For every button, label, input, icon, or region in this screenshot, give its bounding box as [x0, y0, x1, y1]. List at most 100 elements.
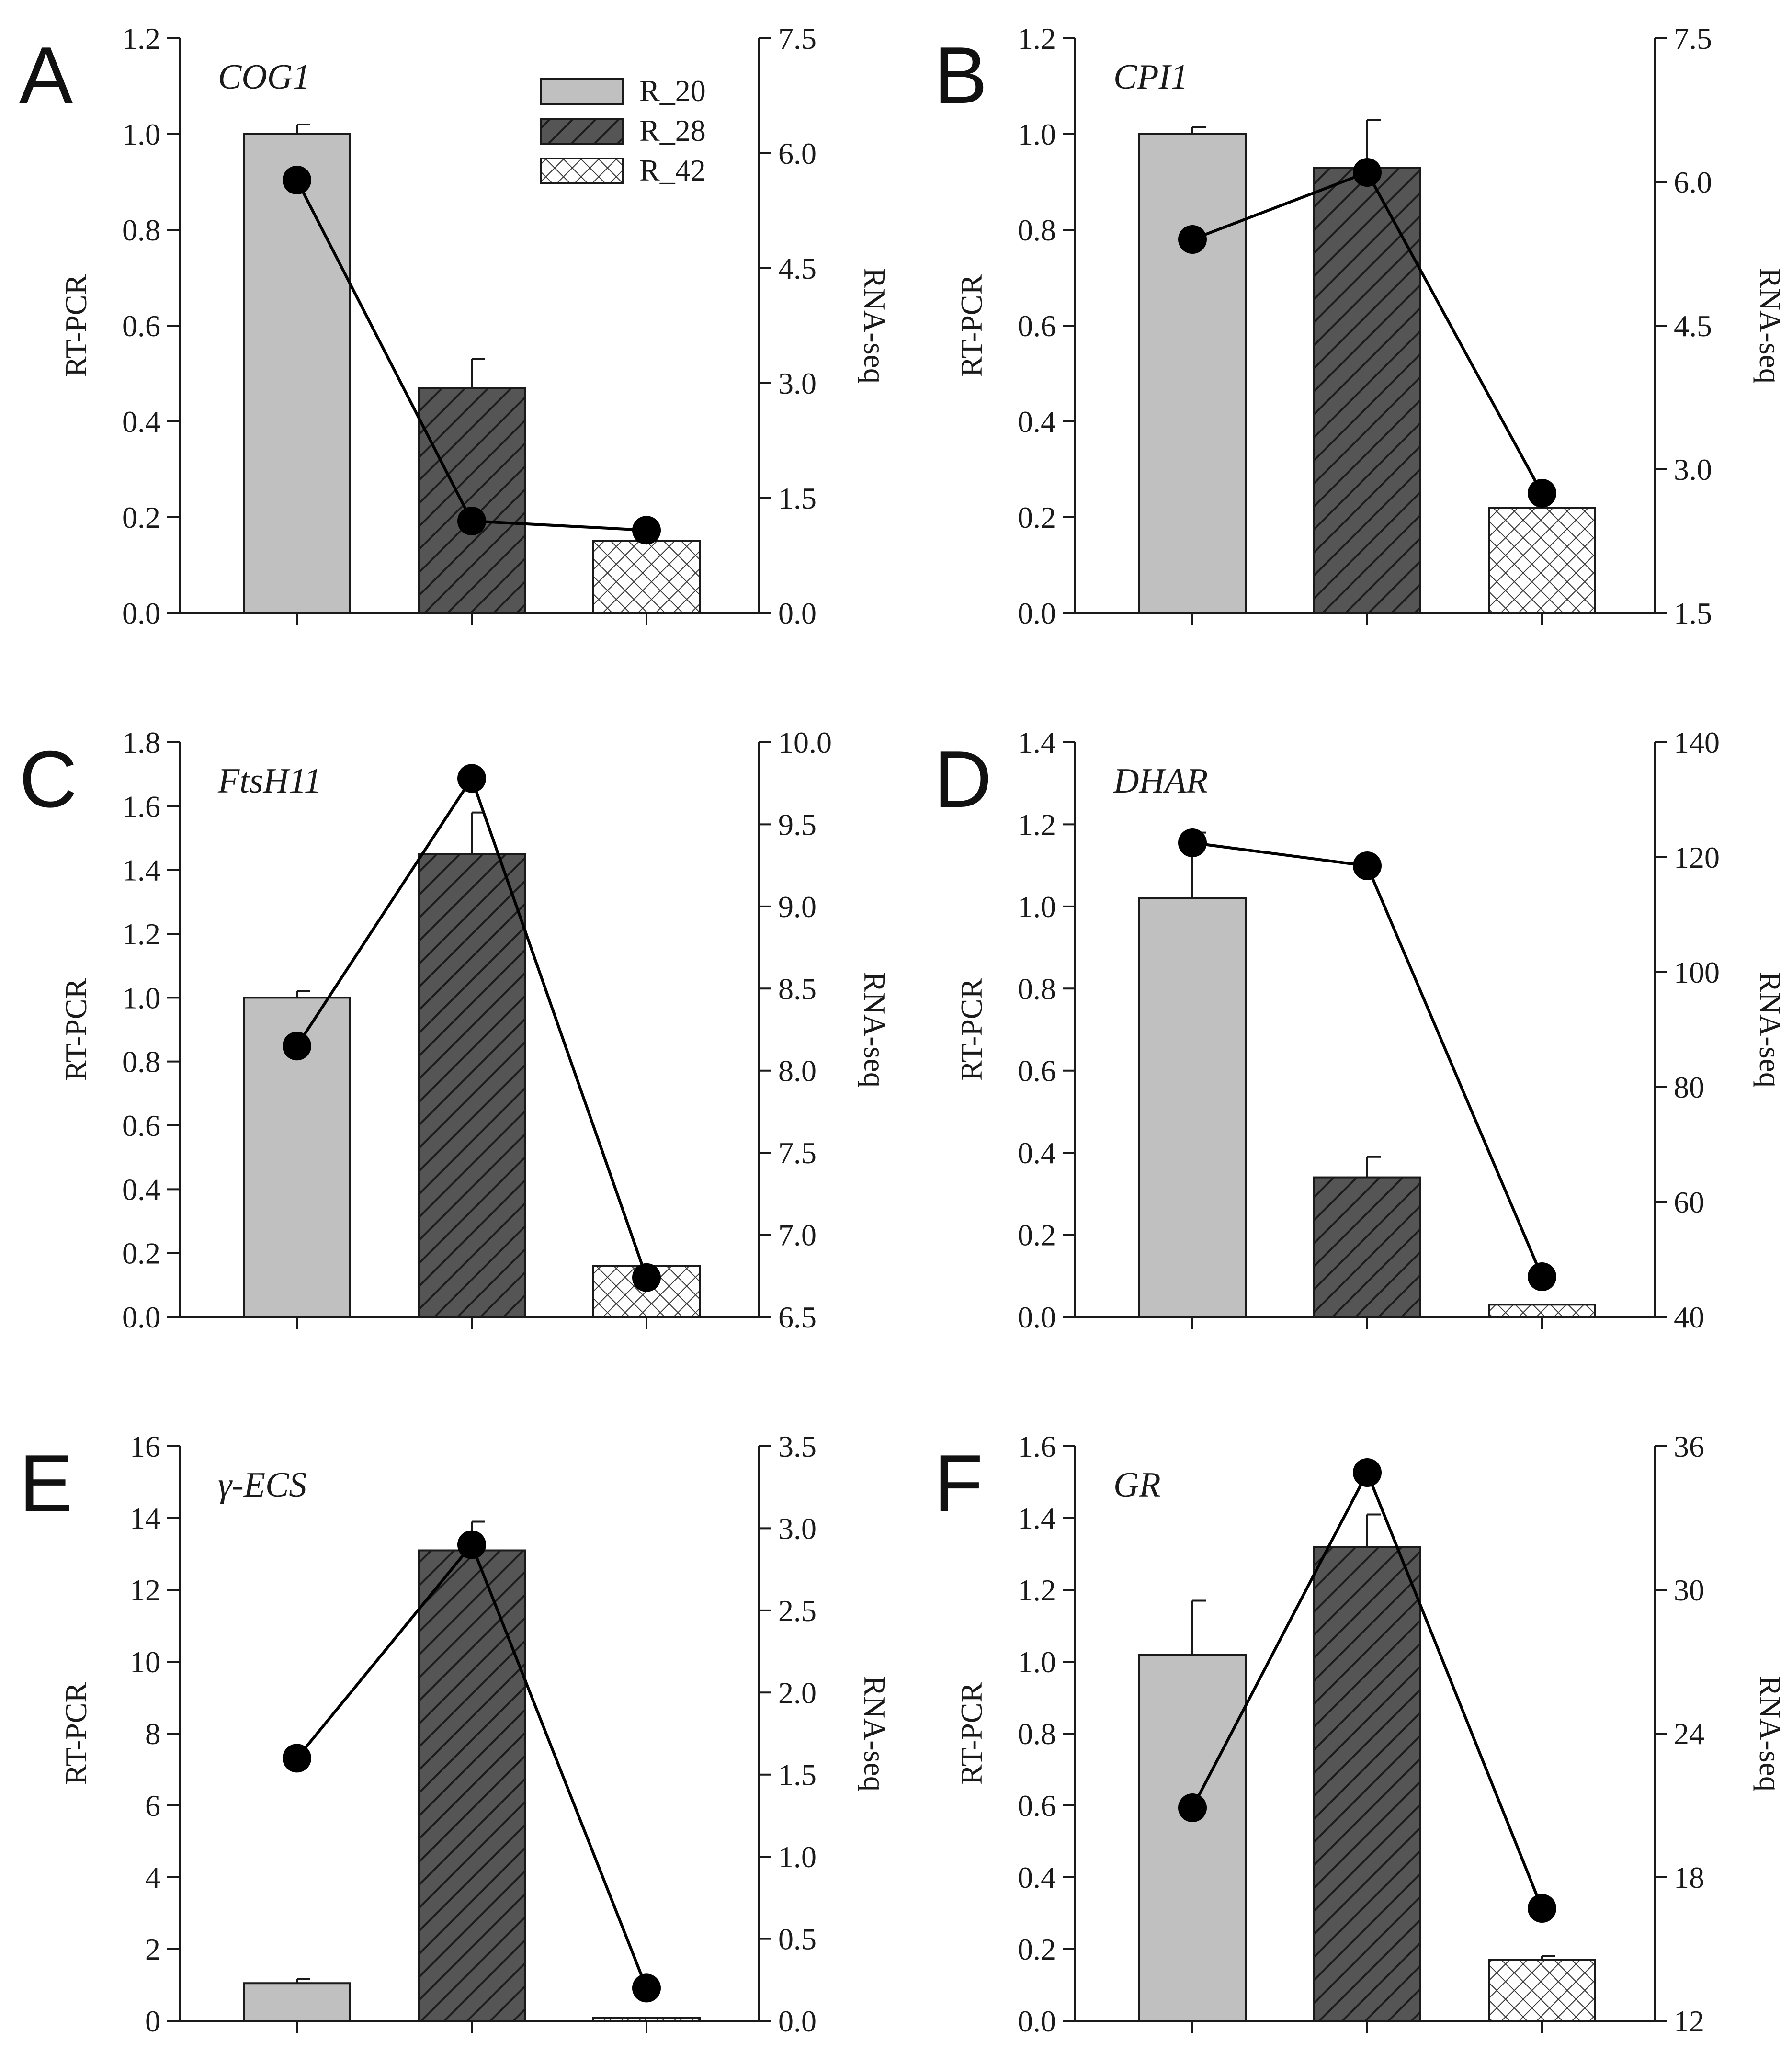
y-left-axis-title: RT-PCR	[59, 274, 93, 377]
y-right-tick-label: 2.0	[778, 1676, 817, 1710]
legend-label: R_42	[639, 153, 706, 187]
y-right-tick-label: 1.5	[778, 1758, 817, 1792]
y-right-tick-label: 1.5	[1674, 596, 1712, 630]
y-right-tick-label: 1.0	[778, 1840, 817, 1874]
y-left-tick-label: 0.6	[1018, 1054, 1056, 1088]
bar-r-42	[1488, 507, 1596, 614]
panel-letter: C	[19, 734, 77, 824]
y-right-tick-label: 7.5	[778, 1136, 817, 1170]
y-right-tick-label: 80	[1674, 1070, 1704, 1104]
rna-seq-point	[1528, 1894, 1556, 1923]
bar-r-28	[1313, 167, 1421, 614]
legend: R_20 R_28 R_42	[540, 74, 706, 187]
y-left-axis-title: RT-PCR	[59, 978, 93, 1081]
y-left-tick-label: 1.0	[122, 981, 160, 1015]
y-left-tick-label: 0.8	[1018, 1717, 1056, 1751]
y-left-tick-label: 2	[145, 1932, 160, 1966]
y-left-tick-label: 1.4	[1018, 726, 1056, 760]
y-right-tick-label: 3.0	[1674, 453, 1712, 487]
rna-seq-point	[1528, 1262, 1556, 1291]
y-left-tick-label: 1.0	[1018, 890, 1056, 924]
y-left-tick-label: 0.8	[122, 213, 160, 247]
y-right-tick-label: 36	[1674, 1429, 1704, 1463]
rna-seq-point	[457, 507, 486, 535]
y-left-tick-label: 1.2	[1018, 22, 1056, 56]
y-right-tick-label: 9.0	[778, 890, 817, 924]
y-right-tick-label: 4.5	[778, 251, 817, 285]
legend-swatch-r-28	[540, 118, 624, 145]
rna-seq-point	[1178, 828, 1207, 857]
y-left-tick-label: 0	[145, 2004, 160, 2038]
y-right-tick-label: 1.5	[778, 481, 817, 515]
panel-e: 0 2 4 6 8 10 12 14 16 0.0 0.5 1.0 1.5 2.0 2.5 3.0 3.5 RT-…	[19, 1429, 892, 2038]
y-left-tick-label: 0.4	[1018, 405, 1056, 439]
legend-swatch-r-20	[540, 78, 624, 105]
bar-r-28	[1313, 1176, 1421, 1318]
y-left-tick-label: 4	[145, 1860, 160, 1894]
panel-letter: F	[934, 1438, 983, 1528]
bar-r-20	[1138, 897, 1247, 1318]
y-left-tick-label: 0.6	[122, 309, 160, 343]
y-right-axis-title: RNA-seq	[858, 268, 892, 384]
rna-seq-point	[1178, 225, 1207, 254]
y-left-tick-label: 0.4	[1018, 1860, 1056, 1894]
y-left-tick-label: 1.0	[1018, 1645, 1056, 1679]
y-left-tick-label: 1.8	[122, 726, 160, 760]
y-left-tick-label: 1.2	[1018, 1573, 1056, 1607]
y-left-axis-title: RT-PCR	[954, 1682, 988, 1785]
y-left-tick-label: 0.0	[122, 596, 160, 630]
gene-title: COG1	[218, 57, 310, 97]
gene-title: FtsH11	[217, 761, 322, 801]
y-left-tick-label: 1.4	[122, 853, 160, 887]
y-right-axis-title: RNA-seq	[858, 1676, 892, 1792]
y-left-tick-label: 0.6	[1018, 309, 1056, 343]
y-right-tick-label: 8.0	[778, 1054, 817, 1088]
y-right-tick-label: 8.5	[778, 972, 817, 1006]
y-left-tick-label: 0.0	[1018, 2004, 1056, 2038]
y-left-tick-label: 0.2	[1018, 1218, 1056, 1252]
y-left-tick-label: 12	[130, 1573, 160, 1607]
y-left-tick-label: 6	[145, 1789, 160, 1823]
y-left-axis-title: RT-PCR	[59, 1682, 93, 1785]
y-right-tick-label: 4.5	[1674, 309, 1712, 343]
bar-r-42	[1488, 1959, 1596, 2022]
y-left-tick-label: 1.2	[122, 917, 160, 951]
rna-seq-point	[632, 1973, 661, 2003]
bar-r-20	[243, 133, 351, 614]
y-right-axis-title: RNA-seq	[858, 972, 892, 1088]
panels: 0.0 0.2 0.4 0.6 0.8 1.0 1.2 0.0 1.5 3.0 4.5 6.0 7.5 R…	[19, 22, 1787, 2038]
panel-a: 0.0 0.2 0.4 0.6 0.8 1.0 1.2 0.0 1.5 3.0 4.5 6.0 7.5 R…	[19, 22, 892, 630]
panel-f: 0.0 0.2 0.4 0.6 0.8 1.0 1.2 1.4 1.6 12 18 24 30 36 RT-…	[934, 1429, 1787, 2038]
panel-letter: A	[19, 30, 73, 120]
y-left-tick-label: 1.6	[1018, 1429, 1056, 1463]
y-right-tick-label: 6.0	[778, 136, 817, 170]
y-left-tick-label: 10	[130, 1645, 160, 1679]
y-left-axis-title: RT-PCR	[954, 978, 988, 1081]
y-right-axis-title: RNA-seq	[1753, 1676, 1787, 1792]
y-right-tick-label: 40	[1674, 1300, 1704, 1334]
panel-d: 0.0 0.2 0.4 0.6 0.8 1.0 1.2 1.4 40 60 80 100 120 140 R…	[934, 726, 1787, 1334]
bar-r-28	[1313, 1546, 1421, 2022]
y-right-axis-title: RNA-seq	[1753, 972, 1787, 1088]
rna-seq-point	[283, 1744, 311, 1773]
panel-c: 0.0 0.2 0.4 0.6 0.8 1.0 1.2 1.4 1.6 1.8 6.5 7.0 7.5 8…	[19, 726, 892, 1334]
rna-seq-point	[283, 166, 311, 194]
y-left-tick-label: 0.0	[122, 1300, 160, 1334]
legend-swatch-r-42	[540, 158, 624, 184]
y-left-tick-label: 0.6	[122, 1109, 160, 1143]
y-left-tick-label: 1.2	[1018, 807, 1056, 841]
y-right-tick-label: 7.5	[1674, 22, 1712, 56]
legend-label: R_28	[639, 113, 706, 147]
y-right-tick-label: 7.0	[778, 1218, 817, 1252]
bar-r-20	[1138, 133, 1247, 614]
y-left-tick-label: 0.2	[1018, 500, 1056, 534]
y-right-tick-label: 2.5	[778, 1594, 817, 1628]
y-right-axis-title: RNA-seq	[1753, 268, 1787, 384]
bar-r-42	[1488, 1304, 1596, 1318]
y-left-tick-label: 1.2	[122, 22, 160, 56]
rna-seq-point	[1353, 158, 1382, 187]
y-right-tick-label: 0.0	[778, 2004, 817, 2038]
bar-r-20	[1138, 1654, 1247, 2022]
y-left-tick-label: 0.4	[122, 1172, 160, 1206]
